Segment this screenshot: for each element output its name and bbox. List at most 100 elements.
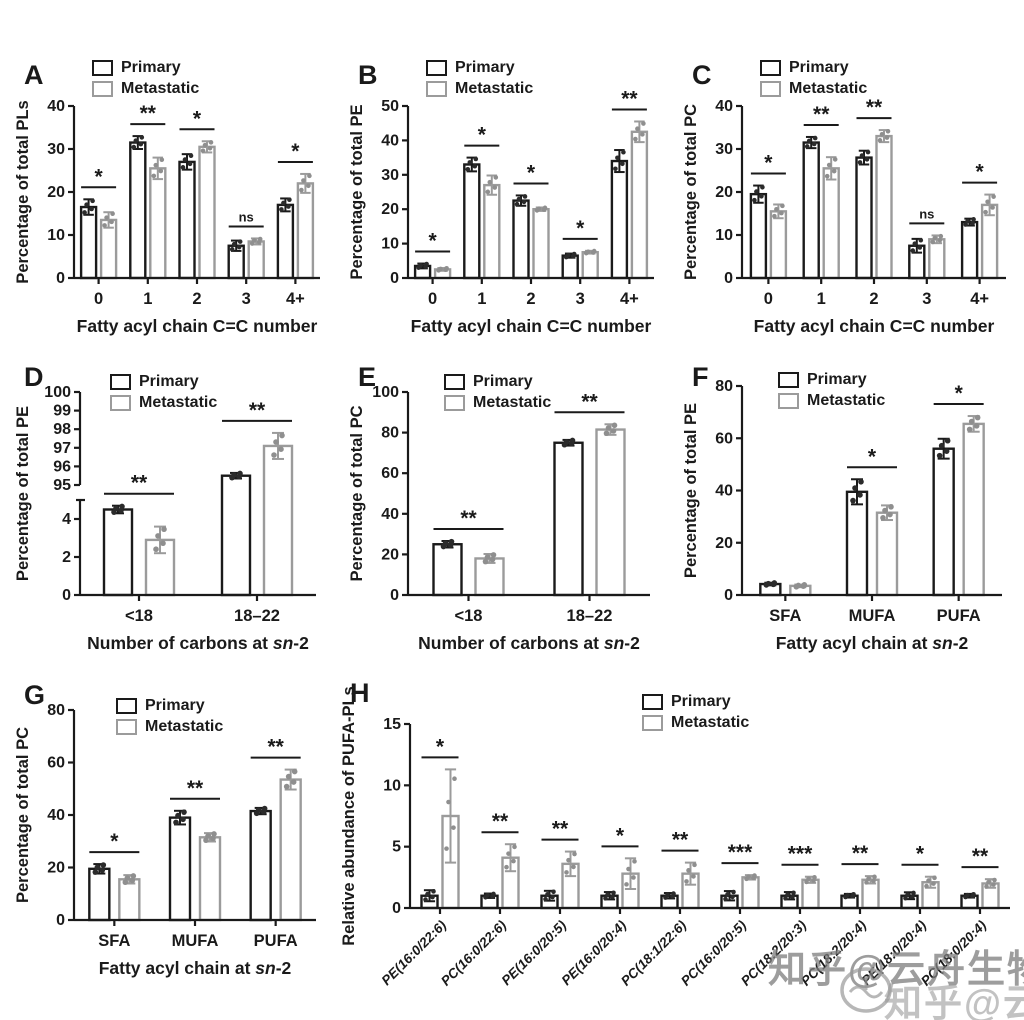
panel-G: G Primary Metastatic 0 20 40 60 80 SFA MUFA PUF… [10,668,332,1018]
chart-E: 0 20 40 60 80 100 <18 18–22 Number of carbons at… [348,384,650,653]
legend-metastatic-label: Metastatic [473,394,552,411]
panel-letter: C [692,60,712,90]
svg-text:80: 80 [715,378,733,395]
svg-text:Fatty acyl chain at sn-2: Fatty acyl chain at sn-2 [776,633,969,653]
svg-text:MUFA: MUFA [849,607,896,625]
panel-letter: G [24,680,46,710]
svg-text:95: 95 [53,477,71,494]
svg-text:ns: ns [239,209,254,224]
metastatic-swatch-icon [642,715,663,731]
panel-A: A Primary Metastatic 0 10 20 30 40 0 1 2 3 4+ Fatt… [10,28,332,342]
svg-text:10: 10 [715,227,733,244]
svg-text:*: * [95,165,104,188]
svg-text:97: 97 [53,440,71,457]
svg-text:PUFA: PUFA [937,607,981,625]
panel-letter: E [358,362,377,392]
svg-text:<18: <18 [455,607,483,625]
legend-primary: Primary [426,60,533,76]
svg-text:Percentage of total PC: Percentage of total PC [14,727,32,903]
svg-text:10: 10 [47,227,65,244]
legend-metastatic: Metastatic [642,715,749,731]
legend-primary-label: Primary [139,373,199,390]
legend-metastatic: Metastatic [92,81,199,97]
legend-primary-label: Primary [145,697,205,714]
svg-text:0: 0 [390,587,399,604]
legend-metastatic: Metastatic [426,81,533,97]
panel-letter: A [24,60,44,90]
svg-text:Percentage of total PE: Percentage of total PE [682,403,700,578]
svg-text:30: 30 [715,141,733,158]
chart-A: 0 10 20 30 40 0 1 2 3 4+ Fatty acyl chain C=C numb… [14,98,320,336]
legend-primary: Primary [642,694,749,710]
svg-text:*: * [764,152,773,175]
legend-metastatic-label: Metastatic [455,80,534,97]
legend-primary: Primary [110,374,217,390]
svg-text:Percentage of total PC: Percentage of total PC [682,104,700,280]
svg-text:80: 80 [381,425,399,442]
svg-text:*: * [193,107,202,130]
chart-F: 0 20 40 60 80 SFA MUFA PUFA Fatty acyl chain at … [682,378,1002,653]
metastatic-swatch-icon [426,81,447,97]
svg-text:PUFA: PUFA [254,932,298,950]
svg-text:Number of carbons at sn-2: Number of carbons at sn-2 [87,633,309,653]
legend-primary: Primary [760,60,867,76]
svg-text:*: * [916,843,925,866]
svg-text:0: 0 [724,270,733,287]
svg-text:20: 20 [715,184,733,201]
svg-text:**: ** [552,818,569,841]
svg-text:2: 2 [526,290,535,308]
legend-metastatic-label: Metastatic [121,80,200,97]
svg-text:30: 30 [381,167,399,184]
svg-text:100: 100 [372,384,399,401]
legend: Primary Metastatic [116,698,223,735]
svg-text:4: 4 [62,511,71,528]
svg-text:Percentage of total PLs: Percentage of total PLs [14,100,32,283]
svg-text:**: ** [131,472,148,495]
svg-text:**: ** [140,102,157,125]
metastatic-swatch-icon [760,81,781,97]
svg-text:40: 40 [381,132,399,149]
metastatic-swatch-icon [110,395,131,411]
svg-text:50: 50 [381,98,399,115]
legend-primary-label: Primary [455,59,515,76]
svg-text:*: * [976,161,985,184]
legend-primary-label: Primary [121,59,181,76]
svg-text:80: 80 [47,702,65,719]
panel-letter: F [692,362,709,392]
svg-text:*: * [110,830,119,853]
legend: Primary Metastatic [760,60,867,97]
legend-primary: Primary [778,372,885,388]
legend: Primary Metastatic [110,374,217,411]
svg-text:Percentage of total PE: Percentage of total PE [14,406,32,581]
panel-letter: H [350,678,370,708]
legend: Primary Metastatic [92,60,199,97]
svg-text:**: ** [621,87,638,110]
svg-text:*: * [527,161,536,184]
legend-metastatic-label: Metastatic [139,394,218,411]
svg-text:**: ** [187,777,204,800]
legend-metastatic: Metastatic [110,395,217,411]
legend-primary-label: Primary [671,693,731,710]
svg-text:SFA: SFA [769,607,801,625]
svg-text:20: 20 [715,535,733,552]
svg-text:100: 100 [44,384,71,401]
svg-text:18–22: 18–22 [234,607,280,625]
svg-text:4+: 4+ [620,290,639,308]
svg-text:98: 98 [53,421,71,438]
svg-text:*: * [291,140,300,163]
panel-letter: D [24,362,44,392]
legend: Primary Metastatic [778,372,885,409]
svg-text:10: 10 [381,236,399,253]
svg-text:2: 2 [62,549,71,566]
primary-swatch-icon [760,60,781,76]
svg-text:96: 96 [53,458,71,475]
svg-text:Percentage of total PE: Percentage of total PE [348,104,366,279]
legend-primary: Primary [92,60,199,76]
svg-text:3: 3 [242,290,251,308]
svg-text:20: 20 [381,201,399,218]
svg-text:SFA: SFA [98,932,130,950]
svg-text:0: 0 [62,587,71,604]
svg-text:**: ** [672,829,689,852]
svg-text:ns: ns [919,206,934,221]
primary-swatch-icon [642,694,663,710]
